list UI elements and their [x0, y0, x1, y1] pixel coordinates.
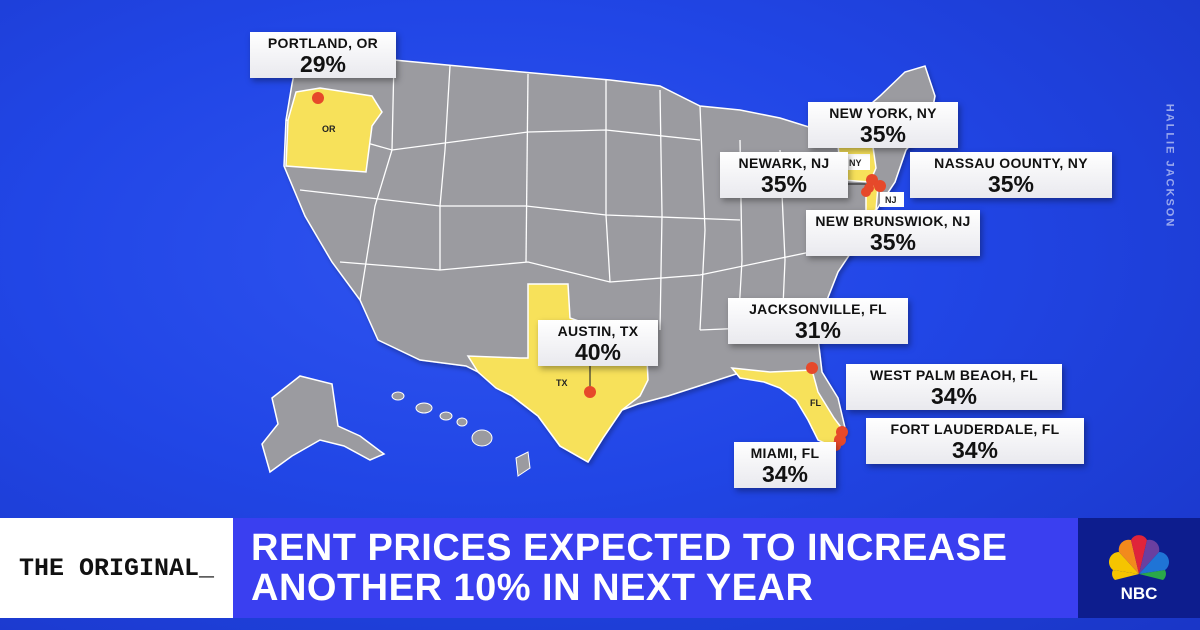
callout-city: AUSTIN, TX — [557, 323, 639, 339]
nj-tag-bg — [880, 192, 904, 207]
callout-percent: 29% — [299, 51, 347, 77]
callout-miami: MIAMI, FL 34% — [734, 442, 836, 488]
headline: RENT PRICES EXPECTED TO INCREASE ANOTHER… — [251, 527, 1008, 609]
marker-new-brunswick — [861, 187, 871, 197]
state-tag-tx: TX — [556, 378, 568, 388]
callout-percent: 35% — [859, 121, 907, 147]
callout-new-york: NEW YORK, NY 35% — [808, 102, 958, 148]
logo-text: NBC — [1120, 584, 1158, 603]
callout-percent: 35% — [869, 229, 917, 255]
marker-jacksonville — [806, 362, 818, 374]
state-tag-ny: NY — [849, 158, 862, 168]
hawaii-shape — [391, 391, 531, 477]
alaska-shape — [261, 375, 386, 474]
state-tag-or: OR — [322, 124, 336, 134]
marker-nassau — [874, 180, 886, 192]
state-tag-nj: NJ — [885, 195, 897, 205]
peacock-icon — [1109, 535, 1169, 580]
ny-tag-bg — [844, 154, 870, 170]
nbc-logo: NBC — [1078, 518, 1200, 618]
callout-city: FORT LAUDERDALE, FL — [890, 421, 1060, 437]
show-name-box: THE ORIGINAL_ — [0, 518, 233, 618]
callout-city: NASSAU OOUNTY, NY — [934, 155, 1088, 171]
headline-box: RENT PRICES EXPECTED TO INCREASE ANOTHER… — [233, 518, 1078, 618]
callout-new-brunswick: NEW BRUNSWIOK, NJ 35% — [806, 210, 980, 256]
callout-city: WEST PALM BEAOH, FL — [870, 367, 1038, 383]
callout-fort-lauderdale: FORT LAUDERDALE, FL 34% — [866, 418, 1084, 464]
callout-city: NEW BRUNSWIOK, NJ — [815, 213, 971, 229]
callout-newark: NEWARK, NJ 35% — [720, 152, 848, 198]
state-oregon — [285, 87, 383, 173]
callout-portland: PORTLAND, OR 29% — [250, 32, 396, 78]
callout-nassau-county: NASSAU OOUNTY, NY 35% — [910, 152, 1112, 198]
callout-percent: 34% — [761, 461, 809, 487]
callout-city: NEWARK, NJ — [738, 155, 830, 171]
callout-jacksonville: JACKSONVILLE, FL 31% — [728, 298, 908, 344]
callout-city: PORTLAND, OR — [267, 35, 379, 51]
lower-third: THE ORIGINAL_ RENT PRICES EXPECTED TO IN… — [0, 512, 1200, 618]
state-tag-fl: FL — [810, 398, 821, 408]
callout-city: NEW YORK, NY — [829, 105, 937, 121]
callout-percent: 35% — [987, 171, 1035, 197]
callout-city: JACKSONVILLE, FL — [749, 301, 887, 317]
marker-austin — [584, 386, 596, 398]
watermark: HALLIE JACKSON — [1163, 103, 1176, 229]
marker-portland — [312, 92, 324, 104]
show-name: THE ORIGINAL_ — [18, 553, 215, 583]
callout-percent: 34% — [930, 383, 978, 409]
callout-percent: 40% — [574, 339, 622, 365]
state-borders — [285, 59, 821, 331]
callout-austin: AUSTIN, TX 40% — [538, 320, 658, 366]
callout-percent: 34% — [951, 437, 999, 463]
callout-west-palm-beach: WEST PALM BEAOH, FL 34% — [846, 364, 1062, 410]
callout-city: MIAMI, FL — [750, 445, 820, 461]
callout-percent: 35% — [760, 171, 808, 197]
callout-percent: 31% — [794, 317, 842, 343]
